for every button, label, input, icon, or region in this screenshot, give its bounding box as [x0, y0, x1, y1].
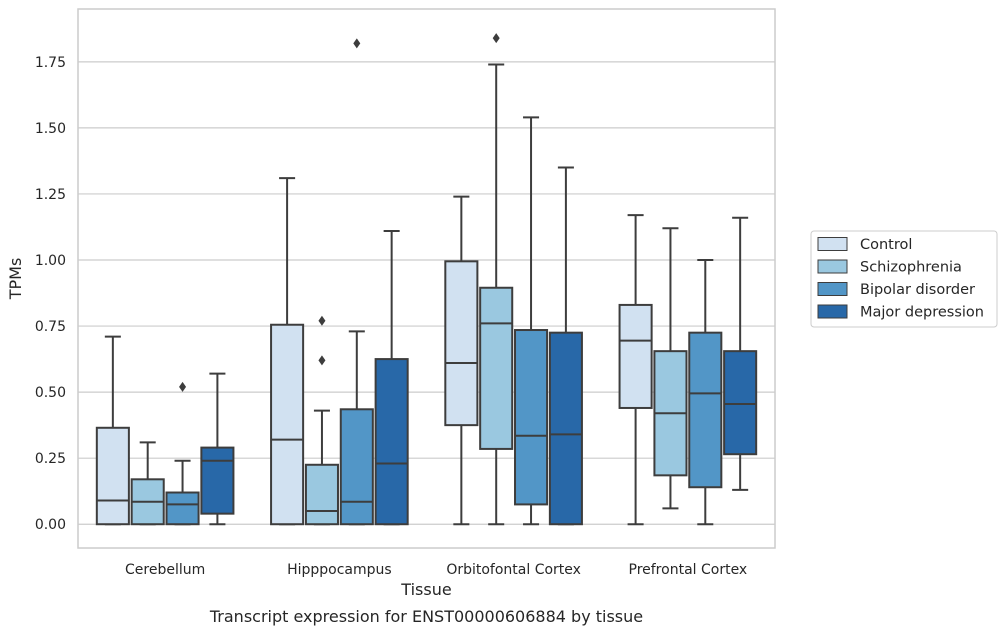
box-iqr [479, 286, 514, 450]
box-iqr [444, 260, 479, 427]
y-tick-label: 1.00 [35, 253, 66, 269]
box-groups [95, 33, 758, 526]
legend-label: Control [860, 237, 912, 253]
box-iqr [339, 408, 374, 526]
box-schizophrenia [653, 227, 688, 510]
y-tick-label: 1.50 [35, 121, 66, 137]
legend-label: Major depression [860, 305, 984, 321]
box-control [618, 214, 653, 526]
legend-swatch [817, 304, 848, 319]
outlier-marker [353, 38, 361, 49]
box-schizophrenia [130, 441, 165, 526]
y-tick-label: 1.75 [35, 55, 66, 71]
outlier-marker [318, 355, 326, 366]
box-bipolar-disorder [514, 116, 549, 526]
legend-label: Schizophrenia [860, 260, 962, 276]
y-axis-label: TPMs [6, 258, 25, 301]
box-control [444, 195, 479, 526]
box-iqr [618, 303, 653, 409]
box-major-depression [200, 372, 235, 526]
box-iqr [723, 350, 758, 456]
y-tick-label: 1.25 [35, 187, 66, 203]
box-bipolar-disorder [339, 38, 374, 526]
outlier-marker [492, 33, 500, 44]
x-tick-label: Prefrontal Cortex [629, 562, 748, 578]
box-major-depression [548, 166, 583, 526]
box-schizophrenia [304, 315, 339, 526]
outlier-marker [179, 381, 187, 392]
box-iqr [270, 323, 305, 526]
box-iqr [95, 426, 130, 526]
box-iqr [688, 331, 723, 489]
x-axis-label: Tissue [400, 580, 451, 599]
box-iqr [548, 331, 583, 526]
x-tick-label: Hipppocampus [287, 562, 392, 578]
x-tick-labels: Cerebellum Hipppocampus Orbitofontal Corte… [125, 562, 747, 578]
legend-label: Bipolar disorder [860, 282, 975, 298]
box-major-depression [374, 229, 409, 526]
x-tick-label: Orbitofontal Cortex [446, 562, 581, 578]
box-iqr [514, 329, 549, 506]
box-control [270, 177, 305, 526]
legend-frame [810, 230, 998, 328]
y-tick-label: 0.75 [35, 319, 66, 335]
box-iqr [200, 446, 235, 515]
y-tick-labels: 0.00 0.25 0.50 0.75 1.00 1.25 1.50 1.75 [35, 55, 66, 533]
box-iqr [374, 358, 409, 526]
box-iqr [304, 463, 339, 526]
box-iqr [165, 491, 200, 526]
y-tick-label: 0.50 [35, 385, 66, 401]
box-bipolar-disorder [165, 381, 200, 526]
outlier-marker [318, 315, 326, 326]
legend-swatch [817, 259, 848, 274]
y-tick-label: 0.25 [35, 451, 66, 467]
plot-area-frame [77, 8, 776, 549]
box-schizophrenia [479, 33, 514, 526]
box-control [95, 335, 130, 526]
box-bipolar-disorder [688, 259, 723, 526]
legend-swatch [817, 282, 848, 296]
chart-title: Transcript expression for ENST0000060688… [209, 607, 643, 626]
box-major-depression [723, 216, 758, 491]
legend-swatch [817, 237, 848, 251]
x-tick-label: Cerebellum [125, 562, 205, 578]
legend: Control Schizophrenia Bipolar disorder Majo… [810, 230, 998, 328]
y-tick-label: 0.00 [35, 517, 66, 533]
